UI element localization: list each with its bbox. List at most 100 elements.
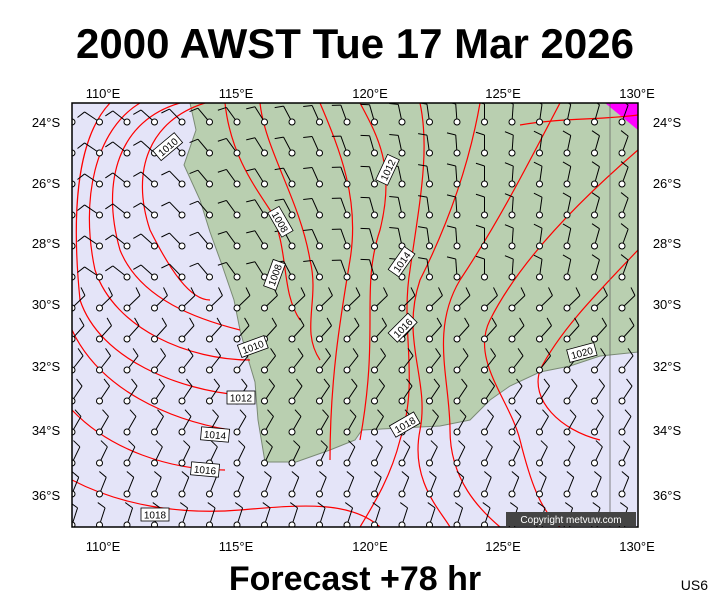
lon-label: 130°E bbox=[619, 86, 655, 101]
station bbox=[96, 304, 103, 312]
station bbox=[481, 335, 488, 343]
station bbox=[426, 335, 433, 343]
barb-feather bbox=[319, 471, 327, 478]
station bbox=[398, 211, 406, 219]
barb-feather bbox=[594, 471, 602, 478]
isobar-label: 1016 bbox=[193, 465, 217, 478]
barb-feather bbox=[566, 471, 575, 478]
barb-feather bbox=[246, 168, 256, 172]
station bbox=[453, 397, 461, 405]
lon-label: 120°E bbox=[352, 86, 388, 101]
barb-feather bbox=[325, 348, 331, 357]
station bbox=[151, 304, 158, 312]
station bbox=[151, 521, 158, 527]
station bbox=[123, 335, 131, 343]
station bbox=[96, 273, 103, 281]
barb-feather bbox=[190, 287, 196, 296]
barb-feather bbox=[212, 409, 219, 417]
station bbox=[123, 490, 131, 498]
barb-feather bbox=[300, 287, 306, 296]
station bbox=[343, 211, 351, 219]
barb-feather bbox=[267, 409, 274, 417]
barb-feather bbox=[217, 199, 227, 204]
barb-feather bbox=[97, 502, 106, 509]
station bbox=[453, 459, 461, 467]
barb-feather bbox=[328, 287, 333, 296]
barb-feather bbox=[73, 440, 81, 448]
station bbox=[96, 521, 103, 527]
station bbox=[398, 521, 406, 527]
barb-feather bbox=[236, 471, 245, 478]
station bbox=[178, 428, 186, 436]
barb-feather bbox=[430, 440, 438, 448]
barb-feather bbox=[533, 192, 543, 198]
isobar-tag-box bbox=[263, 258, 286, 291]
barb-feather bbox=[475, 193, 485, 198]
isobar-tag-box bbox=[236, 335, 269, 358]
station bbox=[536, 397, 543, 405]
barb-feather bbox=[274, 136, 284, 140]
station bbox=[261, 490, 268, 498]
isobar-label: 1018 bbox=[144, 511, 167, 522]
station bbox=[453, 304, 461, 312]
barb-feather bbox=[161, 170, 170, 176]
barb-feather bbox=[564, 502, 573, 509]
barb-feather bbox=[241, 378, 248, 387]
station bbox=[508, 397, 516, 405]
station bbox=[453, 118, 461, 126]
barb-feather bbox=[485, 440, 493, 448]
barb-feather bbox=[50, 268, 57, 274]
barb-feather bbox=[72, 471, 80, 478]
lon-label: 110°E bbox=[86, 539, 121, 554]
station bbox=[261, 118, 268, 126]
lat-label: 30°S bbox=[32, 297, 61, 312]
station bbox=[398, 118, 406, 126]
barb-feather bbox=[446, 132, 456, 136]
barb-feather bbox=[303, 198, 313, 200]
station bbox=[536, 459, 543, 467]
barb-feather bbox=[627, 348, 634, 357]
lat-label: 24°S bbox=[653, 115, 682, 130]
barb-feather bbox=[265, 440, 273, 448]
barb-feather bbox=[291, 471, 300, 478]
station bbox=[508, 211, 516, 219]
station bbox=[481, 397, 488, 405]
barb-feather bbox=[79, 317, 85, 326]
barb-feather bbox=[375, 440, 383, 448]
station bbox=[618, 211, 626, 219]
lon-label: 115°E bbox=[219, 539, 254, 554]
barb-feather bbox=[135, 287, 141, 296]
barb-feather bbox=[326, 317, 332, 326]
station bbox=[508, 459, 516, 467]
barb-feather bbox=[323, 378, 330, 387]
barb-feather bbox=[299, 317, 305, 326]
barb-feather bbox=[297, 348, 304, 357]
station bbox=[343, 180, 351, 188]
station bbox=[206, 304, 213, 312]
barb-feather bbox=[446, 256, 456, 260]
barb-feather bbox=[435, 348, 441, 357]
station bbox=[316, 304, 323, 312]
station bbox=[288, 304, 296, 312]
station bbox=[591, 459, 598, 467]
barb-feather bbox=[322, 409, 329, 417]
station bbox=[426, 521, 433, 527]
barb-feather bbox=[504, 162, 514, 167]
barb-feather bbox=[133, 233, 142, 239]
station bbox=[233, 490, 241, 498]
lat-label: 32°S bbox=[653, 359, 682, 374]
credit-box bbox=[506, 512, 636, 526]
lat-label: 28°S bbox=[32, 236, 61, 251]
station bbox=[206, 149, 213, 157]
station bbox=[96, 180, 103, 188]
station bbox=[536, 304, 543, 312]
lat-label: 34°S bbox=[653, 423, 682, 438]
barb-feather bbox=[215, 348, 221, 357]
lon-label: 130°E bbox=[619, 539, 655, 554]
barb-feather bbox=[105, 348, 111, 357]
barb-feather bbox=[210, 440, 218, 448]
station bbox=[178, 180, 186, 188]
station bbox=[563, 490, 571, 498]
station bbox=[96, 459, 103, 467]
